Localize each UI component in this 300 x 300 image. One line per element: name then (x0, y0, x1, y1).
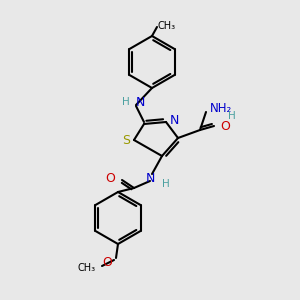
Text: O: O (102, 256, 112, 268)
Text: O: O (220, 119, 230, 133)
Text: CH₃: CH₃ (78, 263, 96, 273)
Text: N: N (170, 113, 179, 127)
Text: O: O (105, 172, 115, 184)
Text: H: H (228, 111, 236, 121)
Text: N: N (136, 95, 146, 109)
Text: NH₂: NH₂ (210, 101, 232, 115)
Text: H: H (162, 179, 170, 189)
Text: N: N (145, 172, 155, 184)
Text: H: H (122, 97, 130, 107)
Text: S: S (122, 134, 130, 146)
Text: CH₃: CH₃ (158, 21, 176, 31)
